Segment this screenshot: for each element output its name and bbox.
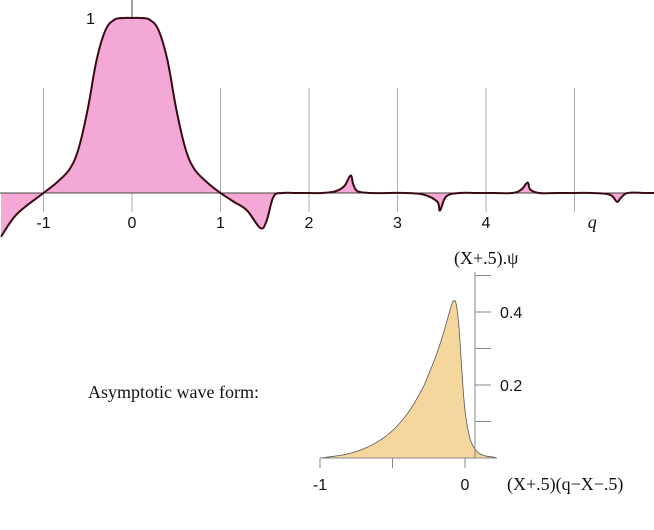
wave-area bbox=[1, 17, 654, 237]
x-tick-label: 3 bbox=[393, 215, 402, 232]
x-tick-labels: -1 0 1 2 3 4 bbox=[36, 215, 490, 232]
y-tick-label: 0.2 bbox=[500, 378, 522, 395]
wave-chart: -1 0 1 2 3 4 q 1 bbox=[0, 0, 654, 238]
x-axis-label: (X+.5)(q−X−.5) bbox=[507, 474, 623, 495]
tick-marks: 0.2 0.4 -1 0 bbox=[313, 275, 522, 494]
y-axis-label: (X+.5).ψ bbox=[454, 248, 519, 269]
x-tick-label: -1 bbox=[36, 215, 50, 232]
y-tick-label: 0.4 bbox=[500, 305, 522, 322]
asymptotic-area bbox=[320, 300, 497, 458]
x-tick-label: 2 bbox=[305, 215, 314, 232]
x-tick-label: 0 bbox=[461, 477, 470, 494]
x-tick-label: 0 bbox=[128, 215, 137, 232]
asymptotic-chart: Asymptotic wave form: (X+.5).ψ 0.20.4-1 0… bbox=[88, 248, 623, 495]
x-tick-label: 4 bbox=[482, 215, 491, 232]
asymptotic-caption: Asymptotic wave form: bbox=[88, 382, 259, 402]
wave-line bbox=[0, 16, 654, 238]
y-marker-label: 1 bbox=[86, 11, 95, 28]
x-tick-label: -1 bbox=[313, 477, 327, 494]
x-tick-label: 1 bbox=[216, 215, 225, 232]
x-axis-variable: q bbox=[588, 212, 597, 232]
